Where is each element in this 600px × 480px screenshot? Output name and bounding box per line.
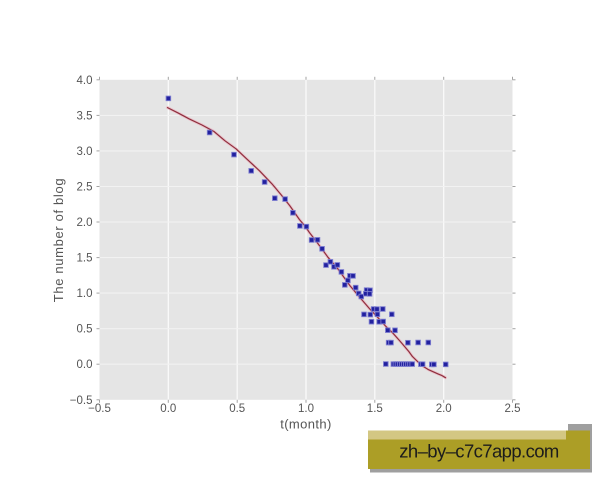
svg-text:1.5: 1.5 bbox=[77, 253, 93, 265]
svg-text:2.0: 2.0 bbox=[436, 403, 452, 415]
svg-text:3.0: 3.0 bbox=[77, 146, 93, 158]
svg-text:0.5: 0.5 bbox=[229, 403, 245, 415]
svg-text:0.5: 0.5 bbox=[77, 324, 93, 336]
svg-text:1.0: 1.0 bbox=[77, 288, 93, 300]
svg-text:0.0: 0.0 bbox=[160, 403, 176, 415]
svg-text:t(month): t(month) bbox=[280, 417, 332, 432]
svg-text:3.5: 3.5 bbox=[77, 110, 93, 122]
svg-text:2.5: 2.5 bbox=[77, 182, 93, 194]
svg-text:1.0: 1.0 bbox=[298, 403, 314, 415]
svg-text:4.0: 4.0 bbox=[77, 75, 93, 87]
svg-text:−0.5: −0.5 bbox=[88, 403, 111, 415]
svg-text:2.5: 2.5 bbox=[505, 403, 521, 415]
svg-text:1.5: 1.5 bbox=[367, 403, 383, 415]
svg-text:zh–by–c7c7app.com: zh–by–c7c7app.com bbox=[399, 441, 559, 462]
svg-text:The number of blog: The number of blog bbox=[51, 178, 66, 302]
svg-text:2.0: 2.0 bbox=[77, 217, 93, 229]
svg-text:0.0: 0.0 bbox=[77, 359, 93, 371]
svg-text:−0.5: −0.5 bbox=[70, 395, 93, 407]
